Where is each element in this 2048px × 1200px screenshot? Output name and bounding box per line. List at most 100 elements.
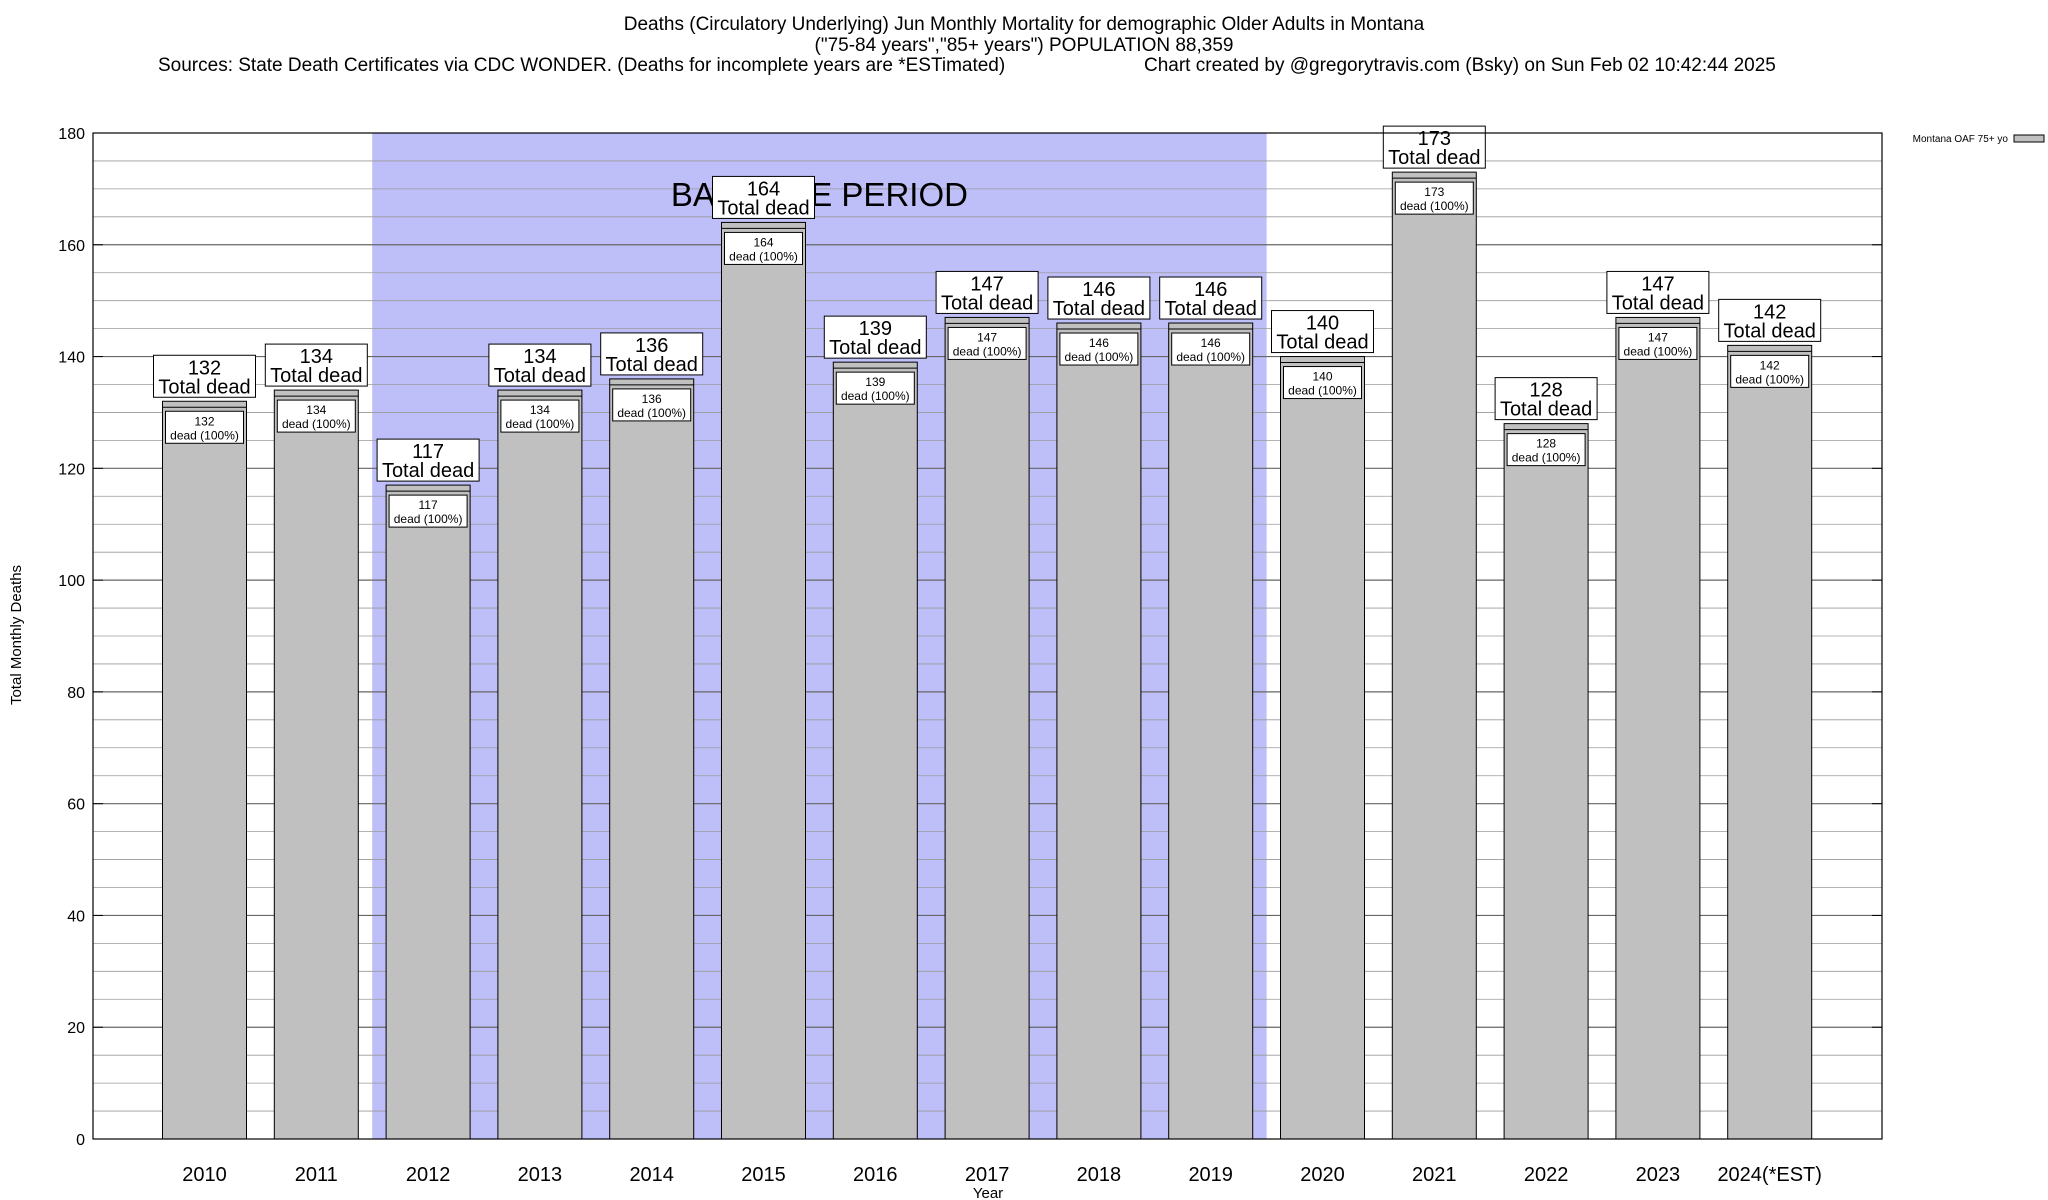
top-label-box bbox=[488, 343, 592, 387]
top-label-box bbox=[376, 438, 480, 482]
top-label-text: Total dead bbox=[1724, 320, 1816, 342]
plot-frame bbox=[92, 132, 1883, 1140]
y-tick-label: 160 bbox=[58, 238, 85, 255]
bar bbox=[832, 361, 918, 1140]
bar bbox=[273, 389, 359, 1140]
top-label-box bbox=[153, 354, 256, 398]
y-tick-label: 0 bbox=[76, 1132, 85, 1149]
inner-label-value: 146 bbox=[1201, 336, 1221, 350]
x-tick-label: 2018 bbox=[1077, 1164, 1122, 1186]
legend-swatch bbox=[2013, 134, 2045, 143]
x-tick-label: 2021 bbox=[1412, 1164, 1457, 1186]
top-label-text: Total dead bbox=[1500, 399, 1592, 421]
top-label-text: Total dead bbox=[494, 365, 586, 387]
top-label-box bbox=[1494, 377, 1598, 421]
top-label-value: 139 bbox=[859, 318, 892, 340]
top-label-text: Total dead bbox=[941, 292, 1033, 314]
bar bbox=[721, 221, 806, 1140]
top-label-value: 142 bbox=[1753, 301, 1786, 323]
top-label-value: 136 bbox=[635, 335, 668, 357]
y-tick-label: 140 bbox=[58, 350, 85, 367]
chart-credit: Chart created by @gregorytravis.com (Bsk… bbox=[1144, 55, 1776, 76]
y-tick-label: 80 bbox=[67, 685, 85, 702]
top-label-text: Total dead bbox=[1165, 298, 1257, 320]
x-tick-label: 2015 bbox=[741, 1164, 786, 1186]
top-label-box bbox=[712, 175, 815, 219]
x-tick-label: 2012 bbox=[406, 1164, 451, 1186]
inner-label-box bbox=[500, 399, 580, 433]
inner-label-text: dead (100%) bbox=[170, 428, 239, 442]
top-label-text: Total dead bbox=[1053, 298, 1145, 320]
inner-label-text: dead (100%) bbox=[617, 406, 686, 420]
inner-label-box bbox=[1394, 181, 1474, 215]
y-tick-label: 100 bbox=[58, 573, 85, 590]
inner-label-value: 147 bbox=[1648, 330, 1668, 344]
top-label-value: 134 bbox=[300, 346, 333, 368]
inner-label-box bbox=[1283, 366, 1362, 400]
inner-label-text: dead (100%) bbox=[282, 417, 351, 431]
chart-title: Deaths (Circulatory Underlying) Jun Mont… bbox=[623, 14, 1425, 35]
inner-label-box bbox=[1059, 332, 1139, 366]
inner-label-box bbox=[724, 231, 803, 265]
inner-label-box bbox=[1506, 433, 1586, 467]
top-label-box bbox=[1159, 276, 1263, 320]
top-label-value: 134 bbox=[523, 346, 556, 368]
inner-label-text: dead (100%) bbox=[1288, 384, 1357, 398]
inner-label-value: 117 bbox=[419, 498, 438, 512]
y-tick-label: 20 bbox=[67, 1020, 85, 1037]
bar bbox=[497, 389, 583, 1140]
top-label-text: Total dead bbox=[382, 460, 474, 482]
inner-label-value: 134 bbox=[530, 403, 550, 417]
inner-label-value: 134 bbox=[306, 403, 326, 417]
inner-label-value: 132 bbox=[194, 414, 214, 428]
x-axis-label: Year bbox=[973, 1185, 1003, 1200]
inner-label-text: dead (100%) bbox=[394, 512, 463, 526]
top-label-box bbox=[1718, 298, 1822, 342]
inner-label-text: dead (100%) bbox=[506, 417, 575, 431]
inner-label-value: 164 bbox=[753, 235, 773, 249]
inner-label-text: dead (100%) bbox=[729, 249, 798, 263]
top-label-text: Total dead bbox=[606, 354, 698, 376]
top-label-box bbox=[935, 270, 1039, 314]
inner-label-box bbox=[388, 494, 468, 528]
inner-label-box bbox=[1618, 326, 1698, 360]
inner-label-box bbox=[165, 410, 244, 444]
top-label-value: 146 bbox=[1194, 279, 1227, 301]
x-tick-label: 2020 bbox=[1300, 1164, 1345, 1186]
top-label-value: 140 bbox=[1306, 313, 1339, 335]
y-tick-label: 40 bbox=[67, 908, 85, 925]
top-label-text: Total dead bbox=[1388, 147, 1480, 169]
x-tick-label: 2014 bbox=[629, 1164, 674, 1186]
top-label-box bbox=[264, 343, 368, 387]
top-label-value: 117 bbox=[412, 441, 444, 463]
bar bbox=[162, 400, 247, 1140]
inner-label-value: 147 bbox=[977, 330, 997, 344]
bar bbox=[1503, 423, 1589, 1140]
legend-label: Montana OAF 75+ yo bbox=[1913, 134, 2009, 145]
bar bbox=[385, 484, 471, 1140]
bar bbox=[1168, 322, 1254, 1140]
inner-label-box bbox=[612, 388, 692, 422]
top-label-text: Total dead bbox=[270, 365, 362, 387]
bar bbox=[1615, 316, 1701, 1140]
top-label-value: 173 bbox=[1418, 128, 1451, 150]
bar bbox=[609, 378, 695, 1140]
inner-label-box bbox=[1171, 332, 1251, 366]
top-label-box bbox=[1606, 270, 1710, 314]
top-label-text: Total dead bbox=[158, 376, 250, 398]
y-tick-label: 120 bbox=[58, 461, 85, 478]
bar bbox=[1391, 171, 1477, 1140]
top-label-box bbox=[600, 332, 704, 376]
inner-label-value: 142 bbox=[1760, 358, 1780, 372]
top-label-value: 164 bbox=[747, 178, 780, 200]
top-label-value: 132 bbox=[188, 357, 221, 379]
inner-label-text: dead (100%) bbox=[953, 344, 1022, 358]
inner-label-box bbox=[835, 371, 915, 405]
inner-label-value: 128 bbox=[1536, 437, 1556, 451]
top-label-value: 147 bbox=[1641, 273, 1674, 295]
x-tick-label: 2024(*EST) bbox=[1717, 1164, 1822, 1186]
inner-label-value: 139 bbox=[865, 375, 885, 389]
chart-sources: Sources: State Death Certificates via CD… bbox=[158, 55, 1006, 76]
inner-label-box bbox=[947, 326, 1027, 360]
